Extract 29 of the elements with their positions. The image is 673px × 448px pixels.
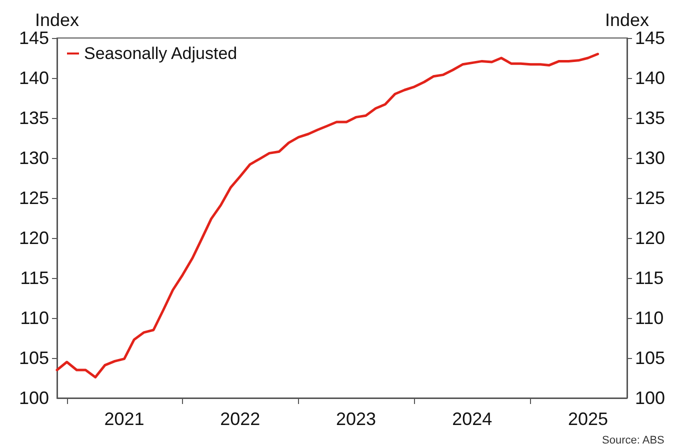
x-tick-label: 2025 <box>568 409 608 429</box>
y-tick-label: 100 <box>18 388 49 408</box>
y2-tick-label: 120 <box>635 228 666 248</box>
x-tick-label: 2021 <box>104 409 144 429</box>
y-tick-label: 125 <box>18 188 49 208</box>
x-tick-label: 2022 <box>220 409 260 429</box>
y2-tick-label: 115 <box>635 268 664 288</box>
y2-tick-label: 145 <box>635 28 666 48</box>
y-tick-label: 140 <box>18 68 49 88</box>
y2-tick-label: 100 <box>635 388 666 408</box>
y2-tick-label: 130 <box>635 148 666 168</box>
y2-axis-title: Index <box>604 10 650 30</box>
y2-tick-label: 140 <box>635 68 666 88</box>
y2-tick-label: 125 <box>635 188 666 208</box>
y2-tick-label: 105 <box>635 348 666 368</box>
y-tick-label: 110 <box>20 308 49 328</box>
y2-tick-label: 110 <box>635 308 664 328</box>
y-tick-label: 105 <box>18 348 49 368</box>
legend-label: Seasonally Adjusted <box>84 44 238 63</box>
y-tick-label: 145 <box>18 28 49 48</box>
y-tick-label: 120 <box>18 228 49 248</box>
y-tick-label: 135 <box>18 108 49 128</box>
x-tick-label: 2023 <box>336 409 376 429</box>
y2-tick-label: 135 <box>635 108 666 128</box>
y-tick-label: 115 <box>20 268 49 288</box>
y-tick-label: 130 <box>18 148 49 168</box>
source-note: Source: ABS <box>602 434 664 446</box>
x-tick-label: 2024 <box>452 409 492 429</box>
y-axis-title: Index <box>34 10 80 30</box>
